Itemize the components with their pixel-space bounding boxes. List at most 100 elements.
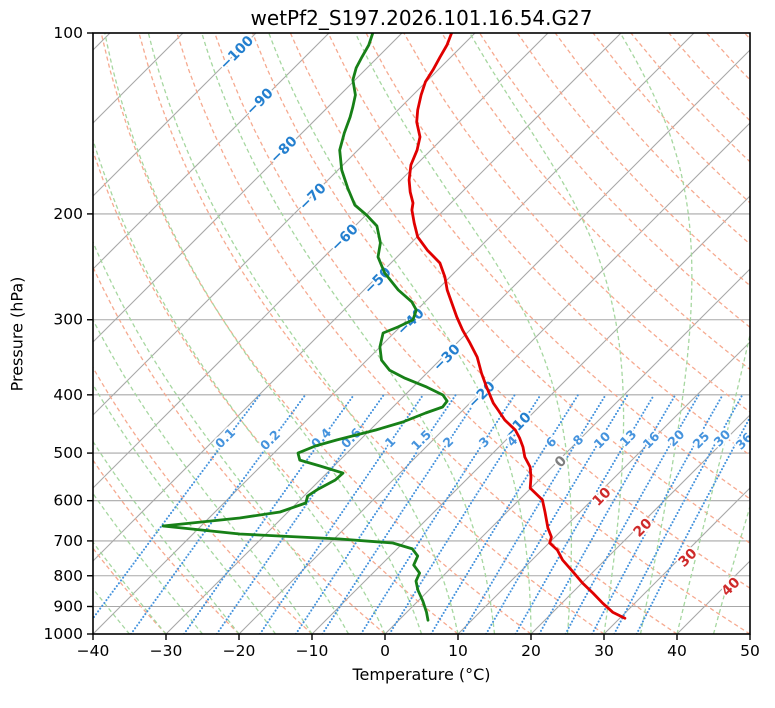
moist-adiabat-line bbox=[93, 383, 277, 634]
isotherm-line bbox=[93, 33, 622, 562]
mixing-ratio-label: 6 bbox=[543, 433, 560, 450]
y-tick-label: 1000 bbox=[44, 625, 83, 643]
moist-adiabat-line bbox=[93, 240, 350, 634]
mixing-ratio-label: 13 bbox=[617, 427, 640, 450]
mixing-ratio-label: 1.5 bbox=[408, 427, 434, 453]
plot-border bbox=[92, 32, 751, 635]
x-tick-label: 40 bbox=[667, 642, 687, 660]
mixing-ratio-line bbox=[460, 393, 607, 634]
y-tick-label: 600 bbox=[53, 492, 83, 510]
mixing-ratio-label: 8 bbox=[570, 432, 587, 449]
moist-adiabat-line bbox=[712, 504, 750, 634]
y-tick-label: 200 bbox=[53, 205, 83, 223]
moist-adiabat-line bbox=[104, 33, 423, 634]
mixing-ratio-line bbox=[538, 393, 677, 634]
mixing-ratio-line bbox=[259, 393, 425, 634]
mixing-ratio-label: 1 bbox=[382, 434, 399, 451]
x-tick-label: 30 bbox=[594, 642, 614, 660]
dry-adiabat-line bbox=[403, 33, 750, 413]
moist-adiabat-line bbox=[268, 33, 532, 634]
dry-adiabat-line bbox=[93, 459, 240, 634]
moist-adiabat-line bbox=[354, 33, 573, 634]
isotherm-line bbox=[749, 633, 750, 634]
dry-adiabat-line bbox=[93, 148, 459, 634]
isotherm-label: −30 bbox=[430, 341, 464, 375]
x-tick-label: 20 bbox=[521, 642, 541, 660]
mixing-ratio-line bbox=[514, 393, 656, 634]
mixing-ratio-line bbox=[360, 393, 516, 634]
dry-adiabat-line bbox=[214, 33, 750, 634]
x-tick-label: −20 bbox=[223, 642, 256, 660]
mixing-ratio-line bbox=[215, 393, 385, 634]
dewpoint-line bbox=[161, 33, 449, 622]
isotherm-line bbox=[530, 414, 750, 634]
y-tick-label: 500 bbox=[53, 444, 83, 462]
y-tick-label: 100 bbox=[53, 24, 83, 42]
isotherm-line bbox=[457, 341, 750, 634]
mixing-ratio-label: 36 bbox=[733, 429, 756, 452]
mixing-ratio-label: 2 bbox=[440, 434, 457, 451]
dry-adiabat-line bbox=[289, 33, 750, 544]
isotherm-line bbox=[93, 33, 403, 343]
dry-adiabat-line bbox=[93, 366, 313, 634]
moist-adiabat-line bbox=[676, 331, 750, 634]
x-tick-label: −40 bbox=[77, 642, 110, 660]
mixing-ratio-line bbox=[183, 393, 355, 634]
isotherm-line bbox=[676, 560, 750, 634]
y-tick-label: 800 bbox=[53, 567, 83, 585]
x-axis-label: Temperature (°C) bbox=[352, 665, 491, 684]
mixing-ratio-line bbox=[388, 393, 542, 634]
mixing-ratio-label: 20 bbox=[665, 426, 688, 449]
plot-area: −100−90−80−70−60−50−40−30−20−10010203040… bbox=[93, 33, 756, 634]
isotherm-label: −80 bbox=[267, 133, 301, 167]
dry-adiabat-line bbox=[441, 33, 750, 371]
moist-adiabat-line bbox=[147, 33, 459, 634]
mixing-ratio-line bbox=[430, 393, 580, 634]
moist-adiabat-line bbox=[93, 318, 313, 634]
isotherm-line bbox=[603, 487, 750, 634]
y-tick-label: 300 bbox=[53, 311, 83, 329]
isotherm-label: −60 bbox=[328, 221, 362, 255]
moist-adiabat-line bbox=[93, 440, 240, 634]
dry-adiabat-line bbox=[365, 33, 750, 456]
y-tick-label: 400 bbox=[53, 386, 83, 404]
isotherm-label: −70 bbox=[296, 180, 330, 214]
x-tick-label: 50 bbox=[740, 642, 760, 660]
moist-adiabat-line bbox=[93, 587, 130, 634]
isotherm-line bbox=[93, 33, 476, 416]
isotherm-line bbox=[93, 33, 549, 489]
mixing-ratio-line bbox=[130, 393, 307, 634]
dry-adiabat-line bbox=[706, 33, 750, 81]
moist-adiabat-line bbox=[201, 33, 496, 634]
mixing-ratio-line bbox=[321, 393, 481, 634]
dry-adiabat-line bbox=[251, 33, 750, 589]
moist-adiabat-line bbox=[93, 137, 386, 634]
y-tick-label: 900 bbox=[53, 597, 83, 615]
y-tick-label: 700 bbox=[53, 532, 83, 550]
mixing-ratio-line bbox=[485, 393, 629, 634]
mixing-ratio-line bbox=[564, 393, 700, 634]
isotherm-line bbox=[165, 49, 750, 634]
isotherm-label: 20 bbox=[630, 515, 655, 540]
mixing-ratio-line bbox=[635, 415, 750, 634]
dry-adiabat-line bbox=[516, 33, 750, 287]
isotherm-line bbox=[93, 33, 330, 270]
dry-adiabat-line bbox=[176, 33, 678, 634]
isotherm-label: −100 bbox=[217, 33, 257, 73]
isotherm-line bbox=[384, 268, 750, 634]
mixing-ratio-line bbox=[93, 393, 261, 621]
mixing-ratio-label: 10 bbox=[591, 428, 614, 451]
y-axis-label: Pressure (hPa) bbox=[7, 276, 27, 392]
x-tick-label: −10 bbox=[296, 642, 329, 660]
x-tick-label: 0 bbox=[380, 642, 390, 660]
x-tick-label: 10 bbox=[448, 642, 468, 660]
dry-adiabat-line bbox=[138, 33, 605, 634]
x-tick-label: −30 bbox=[150, 642, 183, 660]
mixing-ratio-line bbox=[613, 393, 744, 634]
dry-adiabat-line bbox=[630, 33, 750, 163]
mixing-ratio-label: 25 bbox=[690, 429, 713, 452]
isotherm-line bbox=[93, 33, 257, 197]
isotherm-line bbox=[311, 195, 750, 634]
